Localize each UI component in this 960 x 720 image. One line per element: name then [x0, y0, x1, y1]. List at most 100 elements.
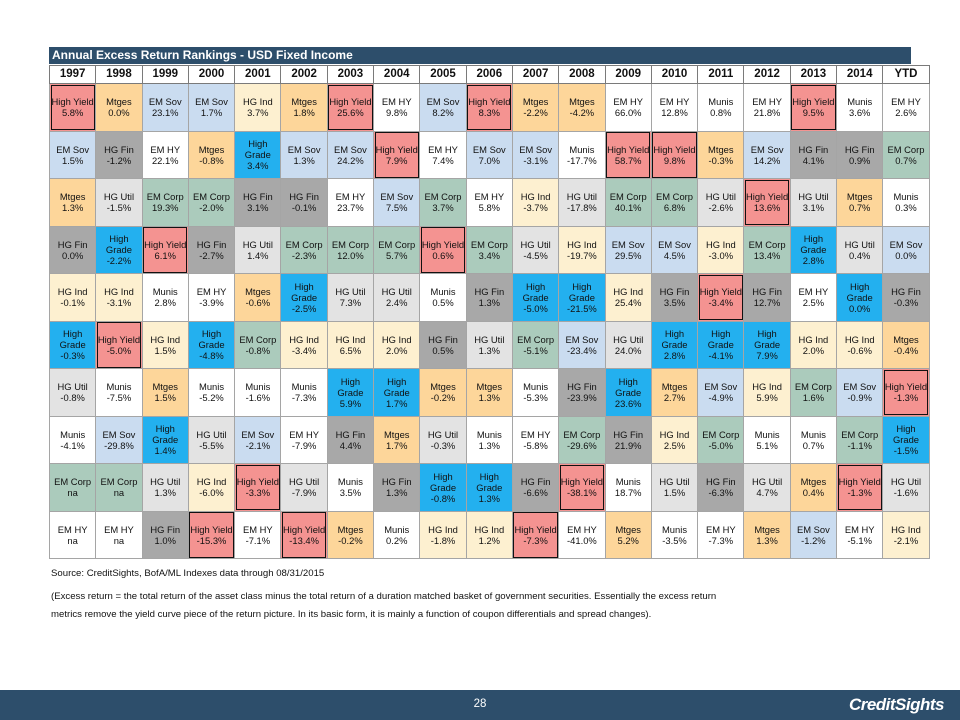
rank-cell: Munis 0.8%: [697, 83, 745, 132]
return-value: 23.6%: [614, 397, 642, 409]
rank-cell: High Grade 0.0%: [836, 273, 884, 322]
asset-class-label: EM Corp: [378, 238, 416, 250]
rank-cell: High Yield 6.1%: [141, 225, 189, 274]
return-value: 5.8%: [478, 202, 500, 214]
rank-cell: Mtges 1.8%: [280, 83, 328, 132]
rank-cell: HG Ind -0.1%: [48, 273, 97, 322]
asset-class-label: EM Sov: [334, 143, 367, 155]
return-value: 1.3%: [478, 344, 500, 356]
footnote-line: (Excess return = the total return of the…: [51, 591, 717, 602]
asset-class-label: HG Util: [196, 428, 227, 440]
rank-cell: HG Ind -3.7%: [511, 178, 560, 227]
asset-class-label: EM HY: [335, 191, 366, 203]
rank-cell: Munis -5.2%: [187, 368, 236, 417]
rank-cell: Mtges 1.3%: [743, 510, 791, 559]
asset-class-label: Munis: [847, 96, 873, 108]
return-value: 1.3%: [386, 487, 408, 499]
asset-class-label: HG Fin: [567, 381, 597, 393]
asset-class-label: EM Corp: [748, 238, 786, 250]
rank-row: High Yield 5.8% Mtges 0.0% EM Sov 23.1% EM Sov…: [48, 83, 930, 132]
asset-class-label: Munis: [199, 381, 225, 393]
rank-cell: High Yield -13.4%: [280, 510, 328, 559]
return-value: 5.9%: [339, 397, 362, 409]
asset-class-label: HG Util: [566, 191, 598, 203]
rank-cell: High Grade -0.8%: [419, 463, 467, 512]
rank-cell: Munis 0.7%: [789, 415, 838, 464]
asset-class-label: Munis: [615, 476, 641, 488]
rank-cell: HG Fin 0.0%: [48, 225, 97, 274]
return-value: -1.5%: [106, 202, 132, 214]
asset-class-label: HG Fin: [474, 286, 505, 298]
rank-cell: High Yield -5.0%: [95, 320, 143, 369]
asset-class-label: EM Sov: [241, 428, 275, 440]
return-value: 1.3%: [756, 534, 778, 546]
asset-class-label: Munis: [106, 381, 132, 393]
rank-cell: EM Corp 6.8%: [650, 178, 699, 227]
rank-cell: EM Corp na: [95, 463, 143, 512]
return-value: -0.2%: [430, 392, 456, 404]
return-value: 1.5%: [663, 487, 686, 499]
rank-cell: Mtges -4.2%: [558, 83, 606, 132]
rank-cell: Munis -5.3%: [511, 368, 560, 417]
return-value: 9.8%: [386, 107, 408, 119]
return-value: na: [113, 487, 125, 499]
return-value: -2.7%: [199, 249, 224, 261]
rank-cell: HG Fin -0.3%: [882, 273, 930, 322]
rank-cell: EM Sov 1.7%: [187, 83, 236, 132]
return-value: -3.4%: [291, 344, 317, 356]
asset-class-label: HG Fin: [752, 286, 782, 298]
asset-class-label: HG Fin: [57, 238, 88, 250]
return-value: -2.5%: [291, 302, 317, 314]
rank-cell: EM Sov 14.2%: [743, 130, 791, 179]
return-value: -23.9%: [567, 392, 597, 404]
asset-class-label: EM Corp: [656, 191, 693, 203]
asset-class-label: HG Ind: [567, 238, 597, 250]
asset-class-label: HG Fin: [150, 523, 181, 535]
return-value: -5.3%: [523, 392, 548, 404]
return-value: 0.0%: [61, 249, 84, 261]
rank-cell: HG Fin -23.9%: [558, 368, 606, 417]
asset-class-label: EM HY: [150, 143, 181, 155]
rank-cell: Mtges -0.2%: [326, 510, 375, 559]
rank-cell: HG Ind 25.4%: [604, 273, 652, 322]
rank-cell: High Grade -4.8%: [187, 320, 236, 369]
rank-cell: High Yield -38.1%: [558, 463, 606, 512]
rank-cell: High Yield -3.3%: [234, 463, 282, 512]
asset-class-label: HG Util: [103, 191, 135, 203]
asset-class-label: HG Util: [705, 191, 736, 203]
return-value: 5.8%: [61, 107, 84, 119]
return-value: 2.0%: [802, 344, 825, 356]
asset-class-label: HG Fin: [289, 191, 319, 203]
rank-row: Mtges 1.3% HG Util -1.5% EM Corp 19.3% EM Corp…: [48, 178, 930, 227]
rank-cell: High Yield 0.6%: [419, 225, 467, 274]
rank-cell: EM Sov 1.3%: [280, 130, 328, 179]
year-header: 2010: [650, 65, 699, 84]
asset-class-label: Mtges: [476, 381, 503, 393]
return-value: -5.0%: [523, 302, 548, 314]
asset-class-label: HG Fin: [705, 476, 736, 488]
return-value: 1.2%: [478, 534, 500, 546]
asset-class-label: High Grade: [661, 328, 688, 351]
asset-class-label: HG Util: [427, 428, 459, 440]
return-value: -17.7%: [567, 154, 597, 166]
asset-class-label: High Yield: [97, 333, 141, 345]
asset-class-label: EM HY: [705, 523, 736, 535]
asset-class-label: EM Corp: [285, 238, 323, 250]
rank-cell: High Grade -2.2%: [95, 225, 143, 274]
year-header: 2011: [697, 65, 745, 84]
asset-class-label: High Yield: [838, 476, 881, 488]
asset-class-label: High Yield: [329, 96, 372, 108]
asset-class-label: High Yield: [792, 96, 835, 108]
asset-class-label: High Yield: [283, 523, 326, 535]
asset-class-label: High Yield: [421, 238, 465, 250]
rank-cell: HG Fin -1.2%: [95, 130, 143, 179]
asset-class-label: HG Util: [798, 191, 829, 203]
rank-cell: High Grade -1.5%: [882, 415, 930, 464]
rank-cell: HG Ind -3.0%: [697, 225, 745, 274]
return-value: 2.5%: [663, 439, 686, 451]
rank-cell: High Yield 25.6%: [326, 83, 375, 132]
return-value: 1.7%: [386, 439, 408, 451]
asset-class-label: EM Sov: [148, 96, 182, 108]
return-value: 3.1%: [802, 202, 825, 214]
asset-class-label: Munis: [800, 428, 826, 440]
